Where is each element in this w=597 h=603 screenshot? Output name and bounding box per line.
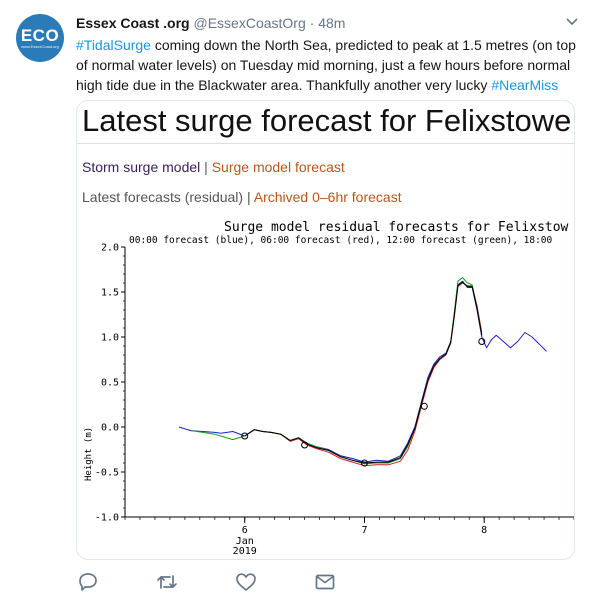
x-tick-sublabel: 2019 — [233, 546, 257, 556]
surge-model-forecast-link[interactable]: Surge model forecast — [211, 159, 345, 175]
chart-series — [178, 277, 547, 467]
avatar[interactable]: ECO www.EssexCoast.org — [16, 14, 64, 62]
tweet-actions — [0, 568, 597, 598]
card-divider — [77, 143, 574, 144]
x-tick-label: 7 — [361, 525, 367, 536]
y-tick-label: -1.0 — [95, 513, 119, 524]
tweet-body: coming down the North Sea, predicted to … — [76, 37, 576, 93]
storm-surge-model-link[interactable]: Storm surge model — [82, 159, 201, 175]
hashtag-near-miss[interactable]: #NearMiss — [491, 77, 559, 93]
series-line-3 — [244, 281, 483, 464]
model-links: Storm surge model | Surge model forecast — [82, 158, 345, 176]
forecast-links: Latest forecasts (residual) | Archived 0… — [82, 188, 402, 206]
card-title: Latest surge forecast for Felixstowe — [82, 103, 572, 138]
link-card[interactable]: Latest surge forecast for Felixstowe Sto… — [76, 100, 575, 560]
link-separator: | — [243, 189, 254, 205]
latest-forecasts-label: Latest forecasts (residual) — [82, 189, 244, 205]
tweet-timestamp[interactable]: 48m — [318, 15, 346, 31]
account-name[interactable]: Essex Coast .org — [76, 15, 190, 31]
tweet-header: Essex Coast .org @EssexCoastOrg · 48m — [76, 14, 577, 32]
account-handle[interactable]: @EssexCoastOrg — [193, 15, 306, 31]
x-tick-sublabel: Jan — [236, 536, 254, 547]
y-tick-label: 0.0 — [101, 423, 119, 434]
forecast-marker — [360, 459, 368, 467]
y-tick-label: 2.0 — [101, 243, 119, 254]
y-tick-label: 1.5 — [101, 288, 119, 299]
chart-markers — [241, 338, 486, 467]
x-tick-label: 8 — [481, 525, 487, 536]
chart-y-axis-label: Height (m) — [84, 427, 94, 481]
x-tick-label: 6 — [242, 525, 248, 536]
chart-subtitle: 00:00 forecast (blue), 06:00 forecast (r… — [129, 235, 553, 246]
y-tick-label: 1.0 — [101, 333, 119, 344]
chevron-down-icon[interactable] — [565, 14, 579, 28]
reply-icon[interactable] — [76, 570, 100, 594]
forecast-marker — [241, 432, 249, 440]
series-line-0 — [178, 280, 547, 463]
avatar-logo-text: ECO — [20, 25, 60, 45]
forecast-marker — [301, 441, 309, 449]
series-line-2 — [190, 277, 483, 465]
message-icon[interactable] — [313, 570, 337, 594]
tweet-text: #TidalSurge coming down the North Sea, p… — [76, 35, 576, 95]
like-icon[interactable] — [234, 570, 258, 594]
y-tick-label: 0.5 — [101, 378, 119, 389]
series-line-1 — [244, 282, 483, 467]
archived-forecast-link[interactable]: Archived 0–6hr forecast — [253, 189, 402, 205]
forecast-marker — [420, 402, 428, 410]
forecast-marker — [478, 338, 486, 345]
chart-title: Surge model residual forecasts for Felix… — [224, 220, 569, 235]
avatar-logo-subtext: www.EssexCoast.org — [21, 43, 59, 49]
link-separator: | — [200, 159, 212, 175]
surge-forecast-chart: Surge model residual forecasts for Felix… — [84, 220, 574, 556]
hashtag-tidal-surge[interactable]: #TidalSurge — [76, 37, 151, 53]
retweet-icon[interactable] — [155, 570, 179, 594]
y-tick-label: -0.5 — [95, 468, 119, 479]
header-separator: · — [309, 15, 315, 31]
